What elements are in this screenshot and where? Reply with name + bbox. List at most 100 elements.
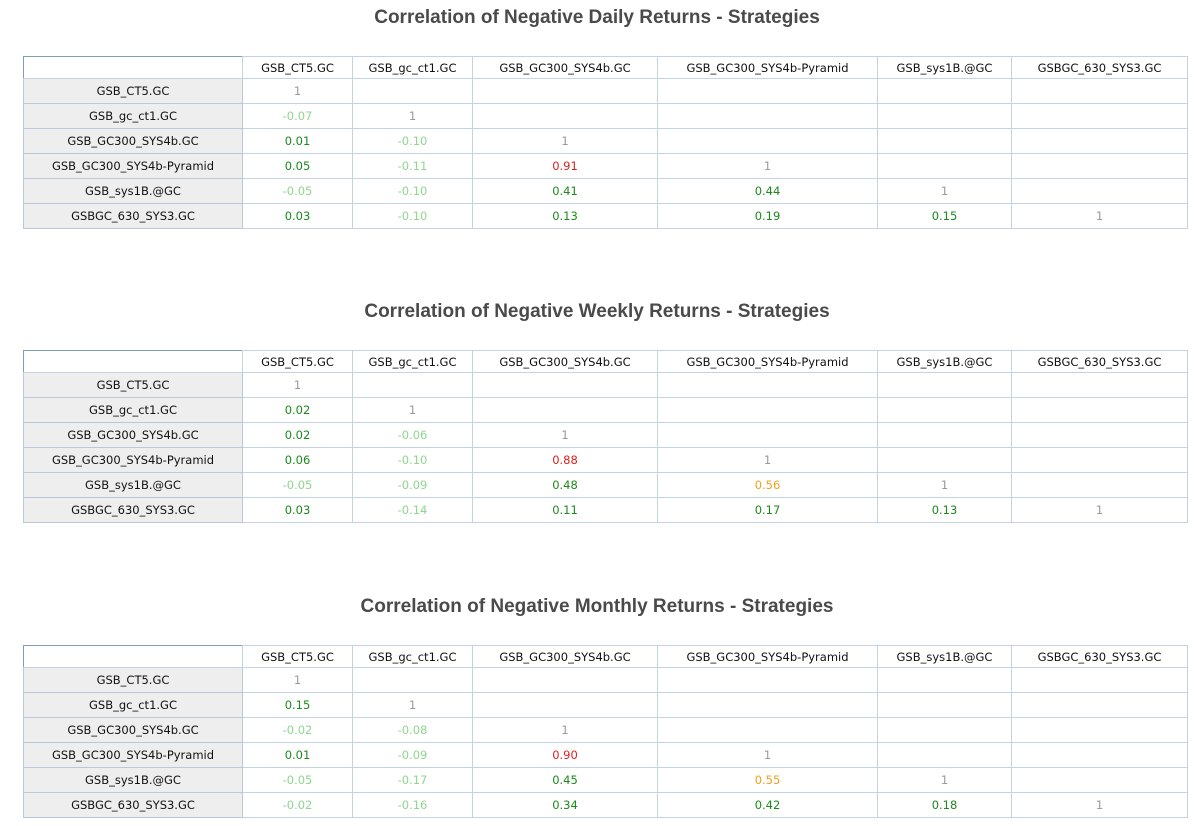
empty-cell xyxy=(1011,422,1188,448)
row-header: GSB_sys1B.@GC xyxy=(23,767,243,793)
correlation-value: 0.90 xyxy=(472,742,658,768)
corner-cell xyxy=(23,56,243,79)
row-header: GSBGC_630_SYS3.GC xyxy=(23,792,243,818)
empty-cell xyxy=(877,78,1012,104)
empty-cell xyxy=(657,78,878,104)
correlation-value: 0.45 xyxy=(472,767,658,793)
corner-cell xyxy=(23,350,243,373)
empty-cell xyxy=(1011,78,1188,104)
column-header: GSB_CT5.GC xyxy=(242,350,353,373)
empty-cell xyxy=(1011,667,1188,693)
correlation-value: -0.17 xyxy=(352,767,473,793)
correlation-table: GSB_CT5.GC GSB_gc_ct1.GC GSB_GC300_SYS4b.G… xyxy=(23,350,1188,523)
diagonal-cell: 1 xyxy=(472,717,658,743)
diagonal-cell: 1 xyxy=(352,103,473,129)
correlation-value: 0.19 xyxy=(657,203,878,229)
table-row: GSB_gc_ct1.GC -0.07 1 xyxy=(23,103,1188,129)
row-header: GSB_CT5.GC xyxy=(23,78,243,104)
empty-cell xyxy=(877,372,1012,398)
empty-cell xyxy=(657,397,878,423)
row-header: GSB_CT5.GC xyxy=(23,372,243,398)
matrix-title: Correlation of Negative Weekly Returns -… xyxy=(364,301,830,322)
correlation-value: 0.03 xyxy=(242,497,353,523)
correlation-value: 0.42 xyxy=(657,792,878,818)
empty-cell xyxy=(877,397,1012,423)
column-header: GSB_CT5.GC xyxy=(242,56,353,79)
corner-cell xyxy=(23,645,243,668)
correlation-value: -0.07 xyxy=(242,103,353,129)
column-header: GSB_gc_ct1.GC xyxy=(352,350,473,373)
empty-cell xyxy=(657,667,878,693)
empty-cell xyxy=(1011,767,1188,793)
empty-cell xyxy=(657,372,878,398)
empty-cell xyxy=(1011,447,1188,473)
empty-cell xyxy=(877,447,1012,473)
table-row: GSB_CT5.GC 1 xyxy=(23,78,1188,104)
correlation-value: -0.10 xyxy=(352,178,473,204)
empty-cell xyxy=(877,153,1012,179)
empty-cell xyxy=(1011,153,1188,179)
correlation-value: -0.02 xyxy=(242,792,353,818)
correlation-value: -0.05 xyxy=(242,472,353,498)
diagonal-cell: 1 xyxy=(657,153,878,179)
column-header: GSBGC_630_SYS3.GC xyxy=(1011,645,1188,668)
diagonal-cell: 1 xyxy=(877,472,1012,498)
diagonal-cell: 1 xyxy=(472,422,658,448)
table-row: GSBGC_630_SYS3.GC 0.03 -0.10 0.13 0.19 0.15 1 xyxy=(23,203,1188,229)
empty-cell xyxy=(657,103,878,129)
empty-cell xyxy=(1011,742,1188,768)
empty-cell xyxy=(877,128,1012,154)
row-header: GSB_gc_ct1.GC xyxy=(23,397,243,423)
empty-cell xyxy=(657,422,878,448)
empty-cell xyxy=(472,667,658,693)
correlation-value: 0.03 xyxy=(242,203,353,229)
empty-cell xyxy=(1011,128,1188,154)
matrix-title: Correlation of Negative Daily Returns - … xyxy=(374,7,820,28)
row-header: GSB_GC300_SYS4b.GC xyxy=(23,128,243,154)
correlation-value: 0.13 xyxy=(472,203,658,229)
correlation-value: -0.09 xyxy=(352,742,473,768)
correlation-value: -0.09 xyxy=(352,472,473,498)
empty-cell xyxy=(877,422,1012,448)
row-header: GSBGC_630_SYS3.GC xyxy=(23,203,243,229)
empty-cell xyxy=(352,78,473,104)
monthly-correlation-matrix: Correlation of Negative Monthly Returns … xyxy=(0,592,1194,818)
diagonal-cell: 1 xyxy=(242,78,353,104)
table-row: GSB_CT5.GC 1 xyxy=(23,667,1188,693)
empty-cell xyxy=(352,372,473,398)
column-header: GSB_CT5.GC xyxy=(242,645,353,668)
diagonal-cell: 1 xyxy=(657,447,878,473)
empty-cell xyxy=(472,397,658,423)
correlation-value: 0.44 xyxy=(657,178,878,204)
table-row: GSB_GC300_SYS4b-Pyramid 0.06 -0.10 0.88 1 xyxy=(23,447,1188,473)
column-header: GSB_gc_ct1.GC xyxy=(352,645,473,668)
correlation-value: 0.01 xyxy=(242,742,353,768)
correlation-table: GSB_CT5.GC GSB_gc_ct1.GC GSB_GC300_SYS4b.G… xyxy=(23,645,1188,818)
empty-cell xyxy=(657,128,878,154)
diagonal-cell: 1 xyxy=(352,692,473,718)
correlation-value: 0.34 xyxy=(472,792,658,818)
table-row: GSB_CT5.GC 1 xyxy=(23,372,1188,398)
column-header: GSB_GC300_SYS4b-Pyramid xyxy=(657,350,878,373)
correlation-value: 0.48 xyxy=(472,472,658,498)
correlation-value: -0.10 xyxy=(352,203,473,229)
table-row: GSB_GC300_SYS4b-Pyramid 0.01 -0.09 0.90 1 xyxy=(23,742,1188,768)
diagonal-cell: 1 xyxy=(352,397,473,423)
column-header: GSBGC_630_SYS3.GC xyxy=(1011,56,1188,79)
column-header: GSB_gc_ct1.GC xyxy=(352,56,473,79)
correlation-value: 0.88 xyxy=(472,447,658,473)
table-row: GSBGC_630_SYS3.GC -0.02 -0.16 0.34 0.42 0.18 1 xyxy=(23,792,1188,818)
table-row: GSB_GC300_SYS4b.GC 0.02 -0.06 1 xyxy=(23,422,1188,448)
column-header: GSB_GC300_SYS4b.GC xyxy=(472,350,658,373)
table-row: GSB_gc_ct1.GC 0.15 1 xyxy=(23,692,1188,718)
row-header: GSBGC_630_SYS3.GC xyxy=(23,497,243,523)
correlation-value: 0.11 xyxy=(472,497,658,523)
column-header: GSB_sys1B.@GC xyxy=(877,645,1012,668)
empty-cell xyxy=(472,372,658,398)
table-row: GSBGC_630_SYS3.GC 0.03 -0.14 0.11 0.17 0.13 1 xyxy=(23,497,1188,523)
correlation-value: 0.15 xyxy=(877,203,1012,229)
empty-cell xyxy=(472,692,658,718)
correlation-value: -0.02 xyxy=(242,717,353,743)
empty-cell xyxy=(1011,397,1188,423)
empty-cell xyxy=(472,103,658,129)
